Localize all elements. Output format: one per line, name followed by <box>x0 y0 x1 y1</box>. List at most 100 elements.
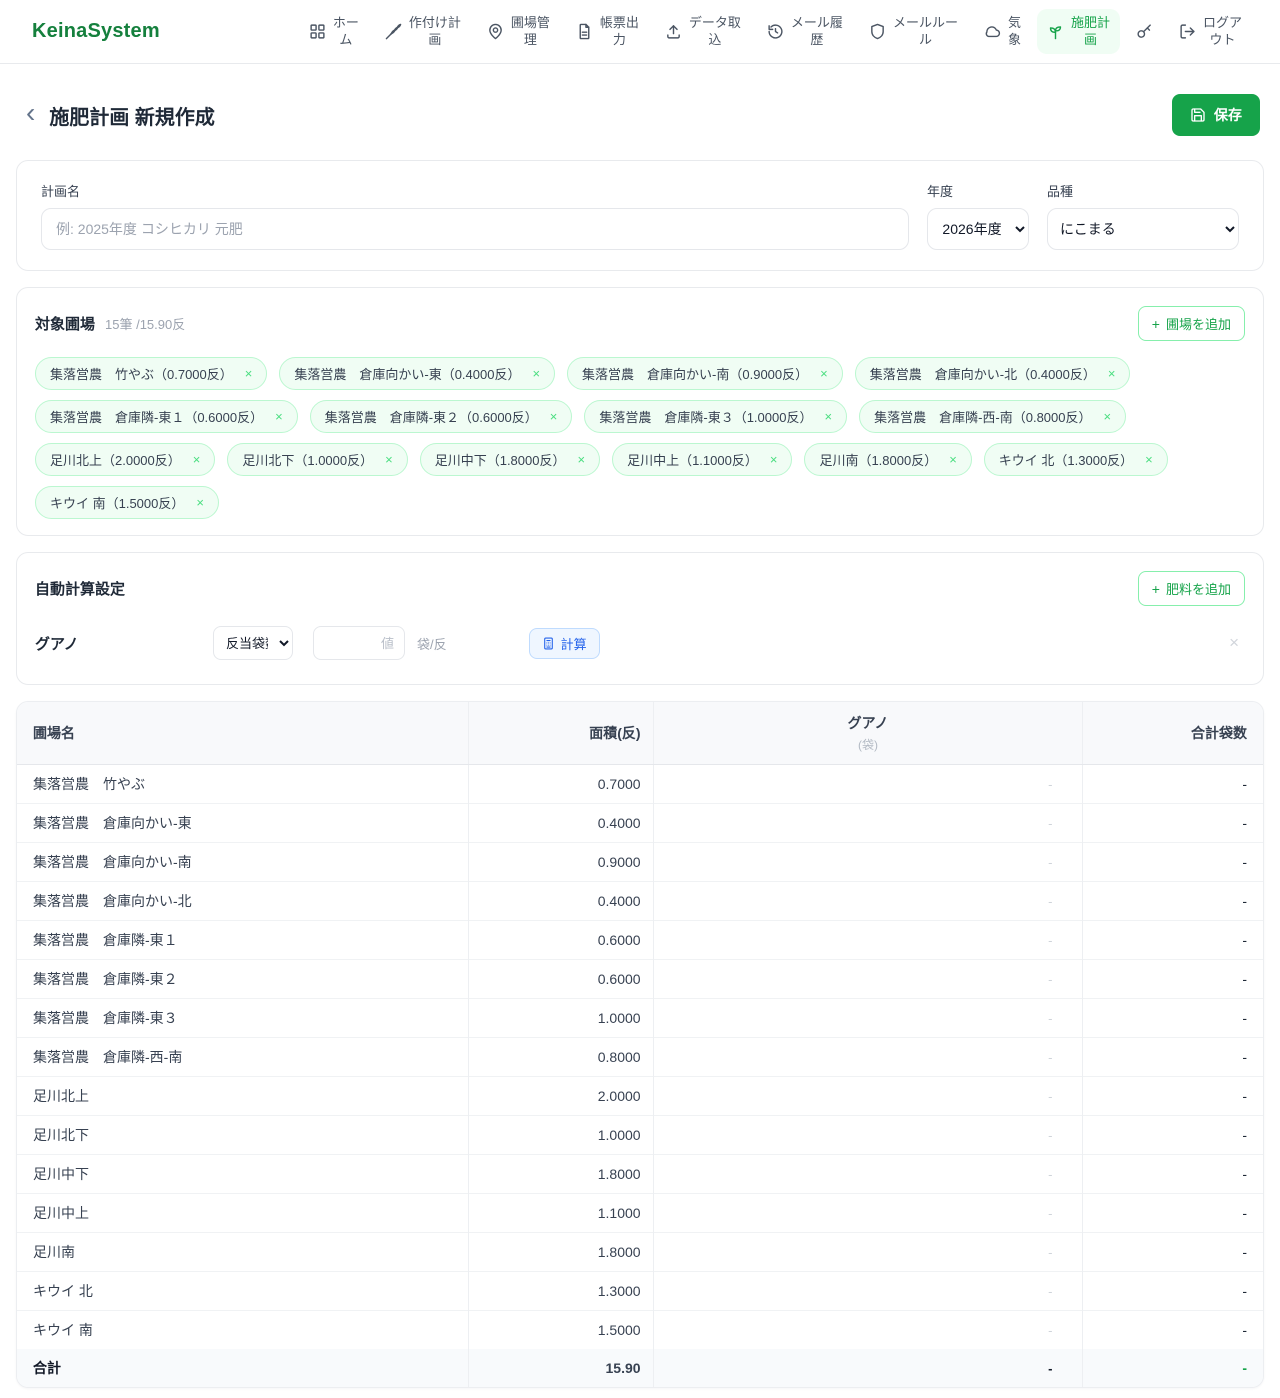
total-cell: - <box>1082 1115 1263 1155</box>
save-button-label: 保存 <box>1214 107 1242 123</box>
nav-item-data-import[interactable]: データ取 込 <box>655 9 751 55</box>
file-icon <box>576 23 593 40</box>
field-name-cell: キウイ 南 <box>17 1310 469 1349</box>
main-nav: ホー ム 作付け計 画 圃場管 理 帳票出 力 データ取 込 メール履 歴 メー… <box>299 8 1252 55</box>
guano-cell: - <box>653 1037 1084 1077</box>
remove-tag-icon[interactable]: × <box>1103 409 1112 424</box>
field-tag: 集落営農 倉庫隣-東１（0.6000反） × <box>35 400 298 433</box>
year-group: 年度 2026年度 <box>927 181 1029 250</box>
total-cell: - <box>1082 1076 1263 1116</box>
field-name-cell: 足川中下 <box>17 1154 469 1194</box>
nav-item-home[interactable]: ホー ム <box>299 9 369 55</box>
col-guano: グアノ (袋) <box>653 702 1084 765</box>
target-fields-card: 対象圃場 15筆 /15.90反 + 圃場を追加 集落営農 竹やぶ（0.7000… <box>16 287 1264 536</box>
field-tag: 集落営農 倉庫隣-東３（1.0000反） × <box>584 400 848 433</box>
nav-item-weather[interactable]: 気 象 <box>974 9 1031 55</box>
field-tag: 足川北上（2.0000反） × <box>35 443 216 476</box>
guano-cell: - <box>653 1310 1084 1349</box>
remove-tag-icon[interactable]: × <box>949 452 957 467</box>
remove-tag-icon[interactable]: × <box>1145 452 1153 467</box>
save-button[interactable]: 保存 <box>1172 94 1260 136</box>
total-cell: - <box>1082 959 1263 999</box>
table-row: 集落営農 倉庫向かい-東 0.4000 - - <box>17 803 1263 843</box>
remove-tag-icon[interactable]: × <box>769 452 778 467</box>
field-tag: 足川中下（1.8000反） × <box>419 443 601 476</box>
area-cell: 0.6000 <box>468 920 654 960</box>
key-icon <box>1136 23 1153 40</box>
remove-tag-icon[interactable]: × <box>244 366 253 381</box>
remove-tag-icon[interactable]: × <box>824 409 833 424</box>
remove-tag-icon[interactable]: × <box>820 366 828 381</box>
add-field-button[interactable]: + 圃場を追加 <box>1137 306 1245 341</box>
total-cell: - <box>1082 1193 1263 1233</box>
fertilizer-name: グアノ <box>35 635 79 653</box>
nav-item-mail-history[interactable]: メール履 歴 <box>757 9 853 55</box>
field-tag: 集落営農 倉庫向かい-北（0.4000反） × <box>854 357 1131 390</box>
logout-icon <box>1179 23 1196 40</box>
field-tag: 集落営農 倉庫隣-東２（0.6000反） × <box>309 400 573 433</box>
area-cell: 2.0000 <box>468 1076 654 1116</box>
guano-cell: - <box>653 842 1084 882</box>
field-tag: キウイ 南（1.5000反） × <box>35 486 219 519</box>
table-header-row: 圃場名 面積(反) グアノ (袋) 合計袋数 <box>17 702 1263 765</box>
nav-item-field-management[interactable]: 圃場管 理 <box>477 9 560 55</box>
nav-item-planting-plan[interactable]: 作付け計 画 <box>375 9 471 55</box>
back-button[interactable]: ‹ <box>26 97 36 128</box>
total-cell: - <box>1082 998 1263 1038</box>
total-cell: - <box>1082 803 1263 843</box>
nav-item-mail-rules[interactable]: メールルー ル <box>859 9 968 55</box>
save-icon <box>1190 107 1206 123</box>
table-row: 足川南 1.8000 - - <box>17 1232 1263 1272</box>
field-tag-list: 集落営農 竹やぶ（0.7000反） × 集落営農 倉庫向かい-東（0.4000反… <box>33 357 1247 519</box>
calc-value-input[interactable] <box>313 626 405 660</box>
remove-tag-icon[interactable]: × <box>275 409 283 424</box>
remove-tag-icon[interactable]: × <box>532 366 541 381</box>
col-total-bags: 合計袋数 <box>1082 702 1263 765</box>
table-total-row: 合計 15.90 - - <box>17 1349 1263 1387</box>
field-tag: 足川中上（1.1000反） × <box>612 443 793 476</box>
field-name-cell: 集落営農 倉庫向かい-南 <box>17 842 469 882</box>
remove-tag-icon[interactable]: × <box>1107 366 1116 381</box>
remove-tag-icon[interactable]: × <box>549 409 558 424</box>
table-row: 集落営農 倉庫隣-東３ 1.0000 - - <box>17 998 1263 1038</box>
guano-cell: - <box>653 1076 1084 1116</box>
calc-mode-select[interactable]: 反当袋数 <box>213 626 293 660</box>
remove-tag-icon[interactable]: × <box>196 495 204 510</box>
col-field-name: 圃場名 <box>17 702 469 765</box>
year-select[interactable]: 2026年度 <box>927 208 1029 250</box>
plan-name-input[interactable] <box>41 208 909 250</box>
remove-tag-icon[interactable]: × <box>192 452 201 467</box>
page-header: ‹ 施肥計画 新規作成 保存 <box>0 64 1280 160</box>
target-fields-title: 対象圃場 <box>35 316 96 333</box>
add-fertilizer-button[interactable]: + 肥料を追加 <box>1137 571 1245 606</box>
fertilizer-calc-row: グアノ 反当袋数 袋/反 計算 × <box>33 626 1247 668</box>
variety-select[interactable]: にこまる <box>1047 208 1239 250</box>
total-cell: - <box>1082 1310 1263 1349</box>
total-cell: - <box>1082 1232 1263 1272</box>
nav-item-fertilizer-plan[interactable]: 施肥計 画 <box>1036 8 1120 55</box>
plan-form-card: 計画名 年度 2026年度 品種 にこまる <box>16 160 1264 271</box>
top-nav: KeinaSystem ホー ム 作付け計 画 圃場管 理 帳票出 力 データ取… <box>0 0 1280 64</box>
map-pin-icon <box>487 23 504 40</box>
nav-item-report-output[interactable]: 帳票出 力 <box>566 9 649 55</box>
total-bags-cell: - <box>1082 1349 1263 1387</box>
table-row: 足川中下 1.8000 - - <box>17 1154 1263 1194</box>
area-cell: 0.4000 <box>468 881 654 921</box>
remove-fertilizer-icon[interactable]: × <box>1229 633 1239 652</box>
remove-tag-icon[interactable]: × <box>385 452 393 467</box>
plan-name-group: 計画名 <box>41 181 909 250</box>
area-cell: 0.4000 <box>468 803 654 843</box>
nav-item-key[interactable] <box>1126 17 1163 46</box>
guano-cell: - <box>653 1271 1084 1311</box>
guano-cell: - <box>653 1193 1084 1233</box>
table-row: 足川中上 1.1000 - - <box>17 1193 1263 1233</box>
field-name-cell: 集落営農 倉庫向かい-東 <box>17 803 469 843</box>
remove-tag-icon[interactable]: × <box>577 452 586 467</box>
col-guano-unit: (袋) <box>857 738 878 752</box>
nav-item-logout[interactable]: ログア ウト <box>1169 9 1252 55</box>
guano-cell: - <box>653 920 1084 960</box>
calculate-button[interactable]: 計算 <box>528 627 600 659</box>
field-name-cell: 集落営農 倉庫向かい-北 <box>17 881 469 921</box>
field-tag: 集落営農 倉庫隣-西-南（0.8000反） × <box>859 400 1127 433</box>
guano-cell: - <box>653 1154 1084 1194</box>
